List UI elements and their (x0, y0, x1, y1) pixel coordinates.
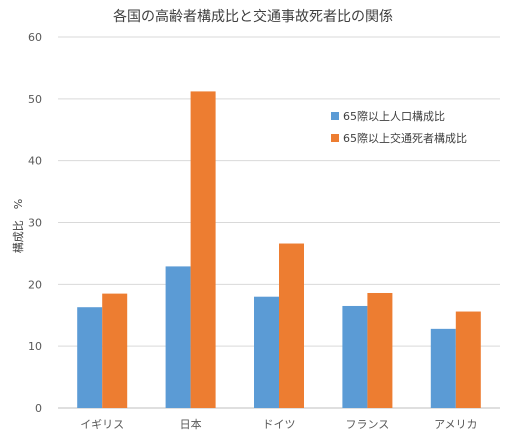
x-tick-label: イギリス (80, 418, 124, 431)
y-tick-label: 40 (28, 155, 42, 168)
bar-population (165, 266, 191, 408)
y-axis-label: 構成比 % (12, 199, 25, 253)
bar-population (342, 305, 368, 408)
y-tick-label: 0 (35, 402, 42, 415)
y-tick-label: 50 (28, 93, 42, 106)
x-tick-label: フランス (346, 418, 390, 431)
legend-item-population: 65際以上人口構成比 (331, 105, 467, 127)
legend-swatch-fatalities (331, 134, 339, 142)
x-tick-labels: イギリス 日本 ドイツ フランス アメリカ (80, 417, 477, 431)
y-tick-label: 30 (28, 217, 42, 230)
y-tick-label: 20 (28, 278, 42, 291)
bar-population (254, 296, 279, 408)
bar-fatalities (455, 311, 481, 408)
x-tick-label: ドイツ (263, 418, 296, 431)
bar-fatalities (367, 292, 393, 408)
bar-fatalities (102, 293, 128, 408)
bar-fatalities (190, 91, 216, 408)
legend-swatch-population (331, 112, 339, 120)
legend-item-fatalities: 65際以上交通死者構成比 (331, 127, 467, 149)
legend: 65際以上人口構成比 65際以上交通死者構成比 (331, 105, 467, 149)
y-tick-labels: 0 10 20 30 40 50 60 (28, 31, 42, 415)
y-tick-label: 10 (28, 340, 42, 353)
bar-population (77, 307, 103, 408)
legend-label-fatalities: 65際以上交通死者構成比 (343, 132, 467, 145)
bars (77, 91, 481, 408)
x-tick-label: 日本 (180, 417, 202, 431)
bar-population (430, 328, 456, 408)
chart-title: 各国の高齢者構成比と交通事故死者比の関係 (113, 9, 393, 25)
y-tick-label: 60 (28, 31, 42, 44)
legend-label-population: 65際以上人口構成比 (343, 110, 445, 123)
bar-fatalities (279, 243, 304, 408)
x-tick-label: アメリカ (434, 418, 477, 431)
